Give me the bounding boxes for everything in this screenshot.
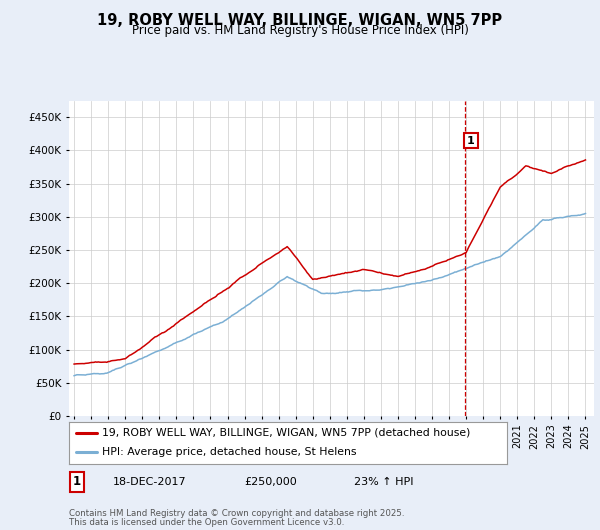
Text: 23% ↑ HPI: 23% ↑ HPI	[354, 477, 413, 487]
Text: Price paid vs. HM Land Registry's House Price Index (HPI): Price paid vs. HM Land Registry's House …	[131, 24, 469, 38]
Text: 1: 1	[73, 475, 81, 488]
Text: 19, ROBY WELL WAY, BILLINGE, WIGAN, WN5 7PP (detached house): 19, ROBY WELL WAY, BILLINGE, WIGAN, WN5 …	[102, 428, 470, 438]
Text: This data is licensed under the Open Government Licence v3.0.: This data is licensed under the Open Gov…	[69, 518, 344, 527]
Text: £250,000: £250,000	[244, 477, 297, 487]
Text: 1: 1	[467, 136, 475, 146]
Text: 19, ROBY WELL WAY, BILLINGE, WIGAN, WN5 7PP: 19, ROBY WELL WAY, BILLINGE, WIGAN, WN5 …	[97, 13, 503, 28]
Text: Contains HM Land Registry data © Crown copyright and database right 2025.: Contains HM Land Registry data © Crown c…	[69, 509, 404, 518]
Text: 18-DEC-2017: 18-DEC-2017	[113, 477, 187, 487]
Text: HPI: Average price, detached house, St Helens: HPI: Average price, detached house, St H…	[102, 447, 356, 457]
